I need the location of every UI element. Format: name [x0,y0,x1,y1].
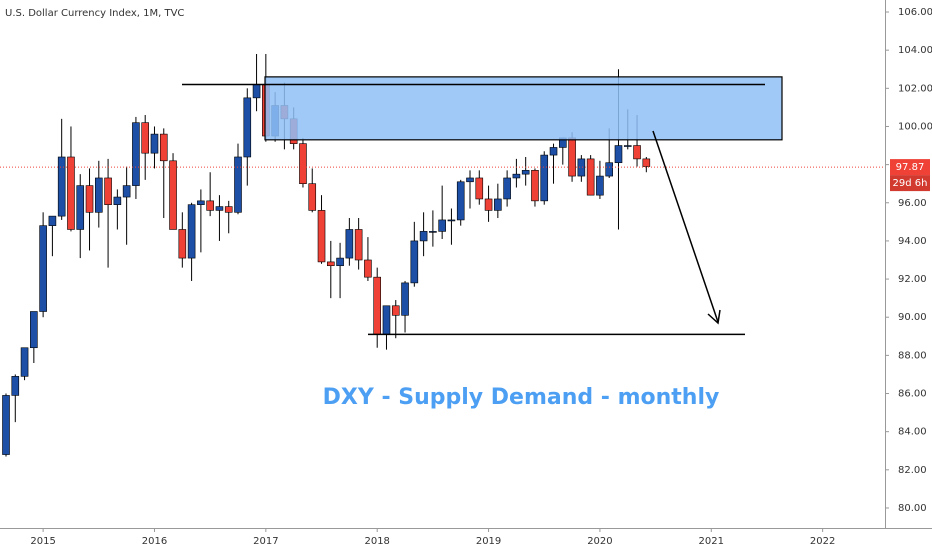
candle-body [642,158,651,167]
candle-body [466,177,474,183]
annotation: DXY - Supply Demand - monthly [323,385,720,410]
arrow-head [707,309,721,325]
candle-body [456,181,465,221]
y-tick-label: 104.00 [898,45,932,56]
candle-body [494,198,502,211]
x-tick-label: 2016 [142,536,167,547]
countdown-box [890,175,930,192]
candle-body [122,185,131,198]
x-tick-label: 2021 [699,536,724,547]
candle-body [243,97,252,158]
x-tick-label: 2017 [253,536,278,547]
x-tick-label: 2015 [30,536,55,547]
candle-body [382,305,391,335]
candle-body [178,229,187,259]
candle-body [429,231,437,233]
candle-body [623,145,632,147]
y-tick-label: 100.00 [898,121,932,132]
candle-body [484,198,493,211]
candle-body [447,219,456,222]
candle-body [438,219,446,232]
x-tick-label: 2018 [364,536,389,547]
candle-body [419,231,428,242]
candle-body [76,185,85,230]
y-tick-label: 88.00 [898,350,927,361]
candle-body [633,145,641,160]
candle-body [410,240,419,284]
candle-body [197,200,205,205]
candle-body [11,376,20,396]
candle-body [159,133,168,162]
candle-body [234,156,242,213]
candle-body [521,170,530,175]
y-tick-label: 90.00 [898,312,927,323]
y-tick-label: 96.00 [898,198,927,209]
candle-body [252,84,261,99]
candle-body [391,305,400,316]
plot-area [0,53,885,457]
candle-body [224,206,233,213]
last-price-label: 97.87 [896,162,925,173]
candle-body [568,137,576,177]
candle-body [317,210,326,263]
y-tick-label: 82.00 [898,465,927,476]
candle-body [540,154,549,202]
countdown-label: 29d 6h [893,178,928,189]
y-tick-label: 94.00 [898,236,927,247]
candle-body [206,200,214,211]
candle-body [113,196,122,205]
candle-body [364,259,372,278]
y-tick-label: 92.00 [898,274,927,285]
candle-body [67,156,75,230]
candle-body [475,177,484,200]
candle-body [141,122,149,154]
candle-body [336,257,344,267]
candle-body [20,347,29,377]
candle-body [48,215,57,226]
candle-body [326,261,335,267]
candle-body [605,162,614,177]
y-tick-label: 84.00 [898,427,927,438]
x-tick-label: 2020 [587,536,612,547]
candle-body [150,133,159,154]
candle-body [503,177,511,200]
last-price-box [890,159,930,176]
candle-body [85,185,94,213]
candle-body [30,311,38,349]
candle-body [132,122,140,186]
y-tick-label: 80.00 [898,503,927,514]
candle-body [345,229,354,259]
candle-body [169,160,177,230]
y-tick-label: 102.00 [898,83,932,94]
candle-body [614,145,623,164]
x-tick-label: 2019 [476,536,501,547]
candle-body [2,395,10,455]
candle-body [308,183,317,211]
candle-body [401,282,409,316]
candle-body [215,206,224,211]
candle-body [57,156,66,217]
candle-body [187,204,196,259]
candle-body [512,173,521,179]
candle-body [299,143,307,184]
candle-body [373,276,382,335]
candle-body [95,177,103,213]
y-tick-label: 86.00 [898,389,927,400]
y-tick-label: 106.00 [898,7,932,18]
candle-body [39,225,47,312]
chart-title: U.S. Dollar Currency Index, 1M, TVC [5,8,184,19]
candle-body [354,229,363,261]
candle-body [596,175,604,196]
supply-zone [264,76,783,141]
candle-body [577,158,586,177]
candle-body [531,170,539,202]
candle-body [586,158,595,196]
x-tick-label: 2022 [810,536,835,547]
arrow-shaft [652,130,719,323]
candle-body [549,147,558,156]
candle-body [104,177,112,205]
